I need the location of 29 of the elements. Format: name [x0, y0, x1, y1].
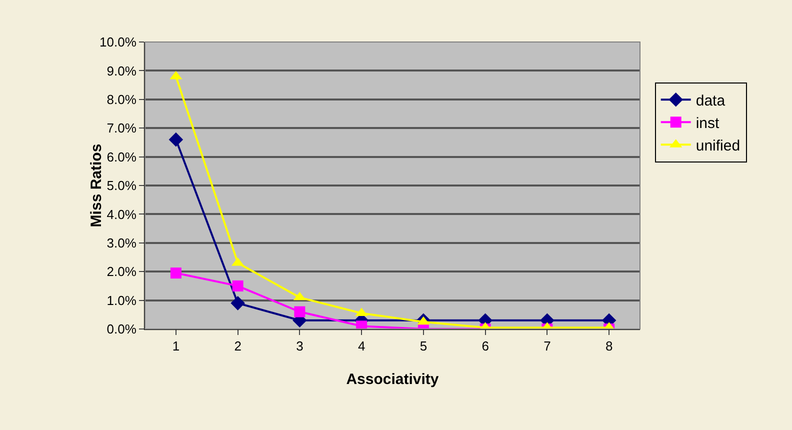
x-tick-label: 3 [296, 338, 304, 354]
legend-label: data [696, 92, 726, 110]
point [168, 132, 184, 147]
x-tick-label: 4 [358, 338, 366, 354]
x-tick-label: 2 [234, 338, 242, 354]
x-tick-label: 1 [172, 338, 180, 354]
legend-label: unified [696, 137, 740, 154]
point [170, 268, 182, 279]
y-tick-label: 5.0% [106, 178, 137, 194]
y-tick-label: 0.0% [106, 322, 137, 337]
y-tick-label: 3.0% [106, 235, 137, 250]
y-tick-label: 2.0% [106, 264, 137, 280]
y-tick-label: 10.0% [100, 34, 137, 50]
x-tick-label: 7 [544, 338, 551, 354]
y-tick-label: 7.0% [106, 120, 137, 136]
x-tick-label: 5 [420, 338, 428, 354]
y-tick-label: 4.0% [106, 206, 137, 222]
y-tick-label: 8.0% [106, 92, 137, 107]
legend-label: inst [696, 114, 720, 132]
x-tick-label: 6 [482, 338, 489, 354]
x-tick-label: 8 [605, 338, 613, 354]
y-tick-label: 1.0% [106, 292, 137, 308]
x-axis-title: Associativity [346, 371, 440, 388]
point [232, 280, 244, 292]
point [294, 306, 306, 318]
y-tick-label: 6.0% [106, 149, 137, 164]
y-axis-title: Miss Ratios [88, 144, 105, 228]
point [230, 296, 245, 310]
y-tick-label: 9.0% [106, 63, 137, 78]
